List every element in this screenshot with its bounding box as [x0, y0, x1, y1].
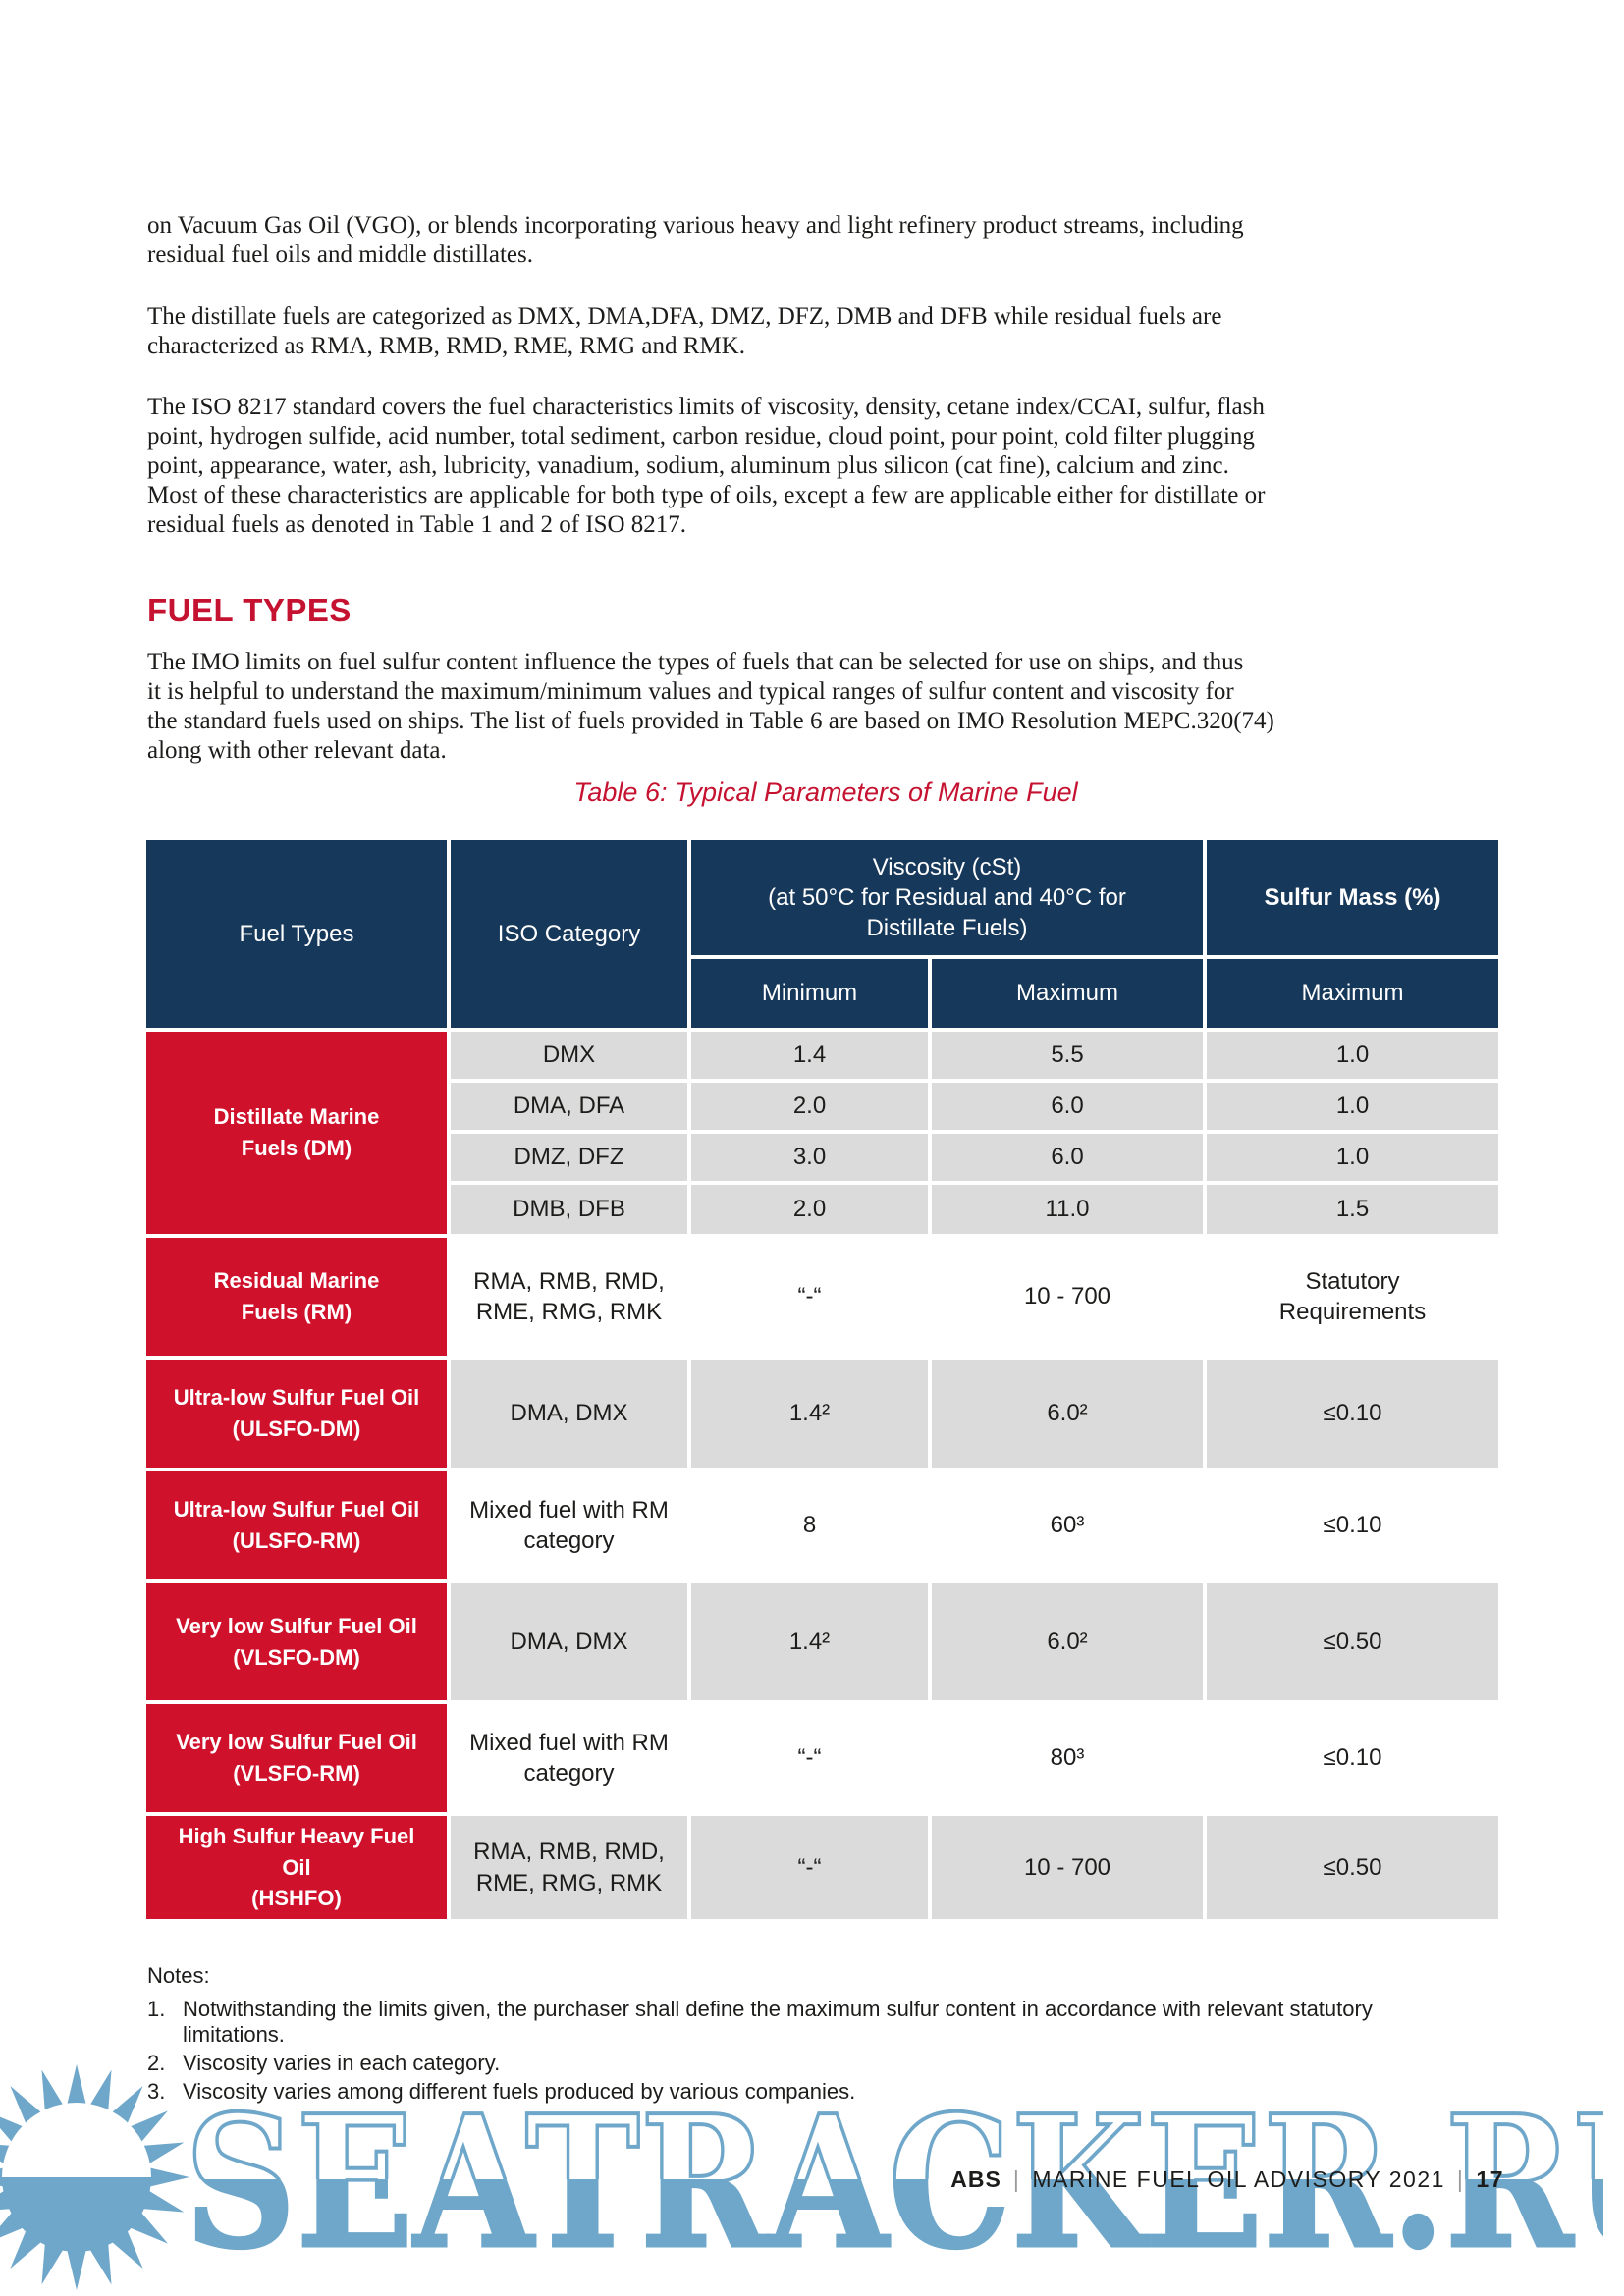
cell-sulfur: ≤0.10: [1207, 1704, 1498, 1812]
page-footer: ABS | MARINE FUEL OIL ADVISORY 2021 | 17: [950, 2165, 1504, 2193]
row-label-hshfo: High Sulfur Heavy Fuel Oil (HSHFO): [146, 1816, 447, 1919]
cell-max: 10 - 700: [932, 1816, 1203, 1919]
sun-icon: [0, 2064, 189, 2290]
footer-page-number: 17: [1476, 2166, 1504, 2192]
cell-max: 10 - 700: [932, 1238, 1203, 1356]
cell-min: “-“: [691, 1238, 928, 1356]
cell-sulfur: 1.5: [1207, 1185, 1498, 1234]
cell-max: 80³: [932, 1704, 1203, 1812]
note-item: 1. Notwithstanding the limits given, the…: [147, 1997, 1453, 2048]
subheader-maximum: Maximum: [932, 959, 1203, 1028]
footer-separator: |: [1456, 2166, 1465, 2192]
note-text: Notwithstanding the limits given, the pu…: [183, 1997, 1373, 2047]
note-number: 2.: [147, 2051, 166, 2075]
row-label-vlsfo-dm: Very low Sulfur Fuel Oil (VLSFO-DM): [146, 1583, 447, 1700]
row-label-vlsfo-rm: Very low Sulfur Fuel Oil (VLSFO-RM): [146, 1704, 447, 1812]
note-text: Viscosity varies among different fuels p…: [183, 2079, 856, 2104]
cell-sulfur: 1.0: [1207, 1032, 1498, 1079]
cell-iso: DMA, DFA: [451, 1083, 687, 1130]
cell-max: 11.0: [932, 1185, 1203, 1234]
cell-min: 1.4²: [691, 1583, 928, 1700]
cell-min: 2.0: [691, 1185, 928, 1234]
subheader-sulfur-maximum: Maximum: [1207, 959, 1498, 1028]
cell-min: “-“: [691, 1704, 928, 1812]
cell-iso: DMB, DFB: [451, 1185, 687, 1234]
paragraph-iso8217: The ISO 8217 standard covers the fuel ch…: [147, 394, 1266, 538]
cell-min: “-“: [691, 1816, 928, 1919]
cell-min: 1.4²: [691, 1360, 928, 1468]
watermark-bottom-half: SEATRACKER.RU: [185, 2179, 1603, 2287]
note-number: 3.: [147, 2079, 166, 2104]
paragraph-vgo: on Vacuum Gas Oil (VGO), or blends incor…: [147, 212, 1244, 268]
cell-iso: RMA, RMB, RMD, RME, RMG, RMK: [451, 1816, 687, 1919]
cell-sulfur: ≤0.10: [1207, 1360, 1498, 1468]
subheader-minimum: Minimum: [691, 959, 928, 1028]
cell-iso: Mixed fuel with RM category: [451, 1471, 687, 1579]
paragraph-imo-limits: The IMO limits on fuel sulfur content in…: [147, 649, 1274, 764]
cell-min: 1.4: [691, 1032, 928, 1079]
cell-iso: DMA, DMX: [451, 1583, 687, 1700]
cell-max: 6.0²: [932, 1360, 1203, 1468]
footer-brand: ABS: [950, 2166, 1001, 2192]
notes-section: Notes: 1. Notwithstanding the limits giv…: [147, 1963, 1453, 2108]
cell-iso: DMA, DMX: [451, 1360, 687, 1468]
footer-title: MARINE FUEL OIL ADVISORY 2021: [1032, 2166, 1445, 2192]
header-sulfur-mass: Sulfur Mass (%): [1207, 840, 1498, 955]
cell-iso: Mixed fuel with RM category: [451, 1704, 687, 1812]
cell-max: 6.0: [932, 1083, 1203, 1130]
cell-sulfur: 1.0: [1207, 1134, 1498, 1181]
note-number: 1.: [147, 1997, 166, 2021]
watermark-top-half: SEATRACKER.RU: [185, 2092, 1603, 2179]
fuel-parameters-table: Fuel Types ISO Category Viscosity (cSt) …: [146, 840, 1498, 1919]
cell-sulfur: 1.0: [1207, 1083, 1498, 1130]
row-label-ulsfo-rm: Ultra-low Sulfur Fuel Oil (ULSFO-RM): [146, 1471, 447, 1579]
cell-sulfur: ≤0.50: [1207, 1816, 1498, 1919]
header-viscosity: Viscosity (cSt) (at 50°C for Residual an…: [691, 840, 1203, 955]
header-iso-category: ISO Category: [451, 840, 687, 1028]
cell-max: 6.0²: [932, 1583, 1203, 1700]
row-label-residual-marine-fuels: Residual Marine Fuels (RM): [146, 1238, 447, 1356]
cell-min: 8: [691, 1471, 928, 1579]
cell-sulfur: Statutory Requirements: [1207, 1238, 1498, 1356]
watermark-text: SEATRACKER.RU: [185, 2092, 1603, 2179]
cell-min: 2.0: [691, 1083, 928, 1130]
cell-max: 6.0: [932, 1134, 1203, 1181]
cell-max: 60³: [932, 1471, 1203, 1579]
cell-sulfur: ≤0.50: [1207, 1583, 1498, 1700]
row-label-distillate-marine-fuels: Distillate Marine Fuels (DM): [146, 1032, 447, 1234]
watermark: SEATRACKER.RU SEATRACKER.RU: [185, 2092, 1603, 2274]
notes-label: Notes:: [147, 1963, 210, 1988]
cell-min: 3.0: [691, 1134, 928, 1181]
cell-max: 5.5: [932, 1032, 1203, 1079]
cell-iso: DMX: [451, 1032, 687, 1079]
table-caption: Table 6: Typical Parameters of Marine Fu…: [573, 777, 1078, 807]
watermark-text: SEATRACKER.RU: [185, 2179, 1603, 2287]
header-fuel-types: Fuel Types: [146, 840, 447, 1028]
paragraph-distillate-categories: The distillate fuels are categorized as …: [147, 303, 1222, 359]
row-label-ulsfo-dm: Ultra-low Sulfur Fuel Oil (ULSFO-DM): [146, 1360, 447, 1468]
cell-iso: DMZ, DFZ: [451, 1134, 687, 1181]
note-item: 3. Viscosity varies among different fuel…: [147, 2079, 1453, 2105]
section-heading-fuel-types: FUEL TYPES: [147, 592, 352, 629]
footer-separator: |: [1012, 2166, 1021, 2192]
note-item: 2. Viscosity varies in each category.: [147, 2051, 1453, 2076]
cell-sulfur: ≤0.10: [1207, 1471, 1498, 1579]
note-text: Viscosity varies in each category.: [183, 2051, 501, 2075]
cell-iso: RMA, RMB, RMD, RME, RMG, RMK: [451, 1238, 687, 1356]
